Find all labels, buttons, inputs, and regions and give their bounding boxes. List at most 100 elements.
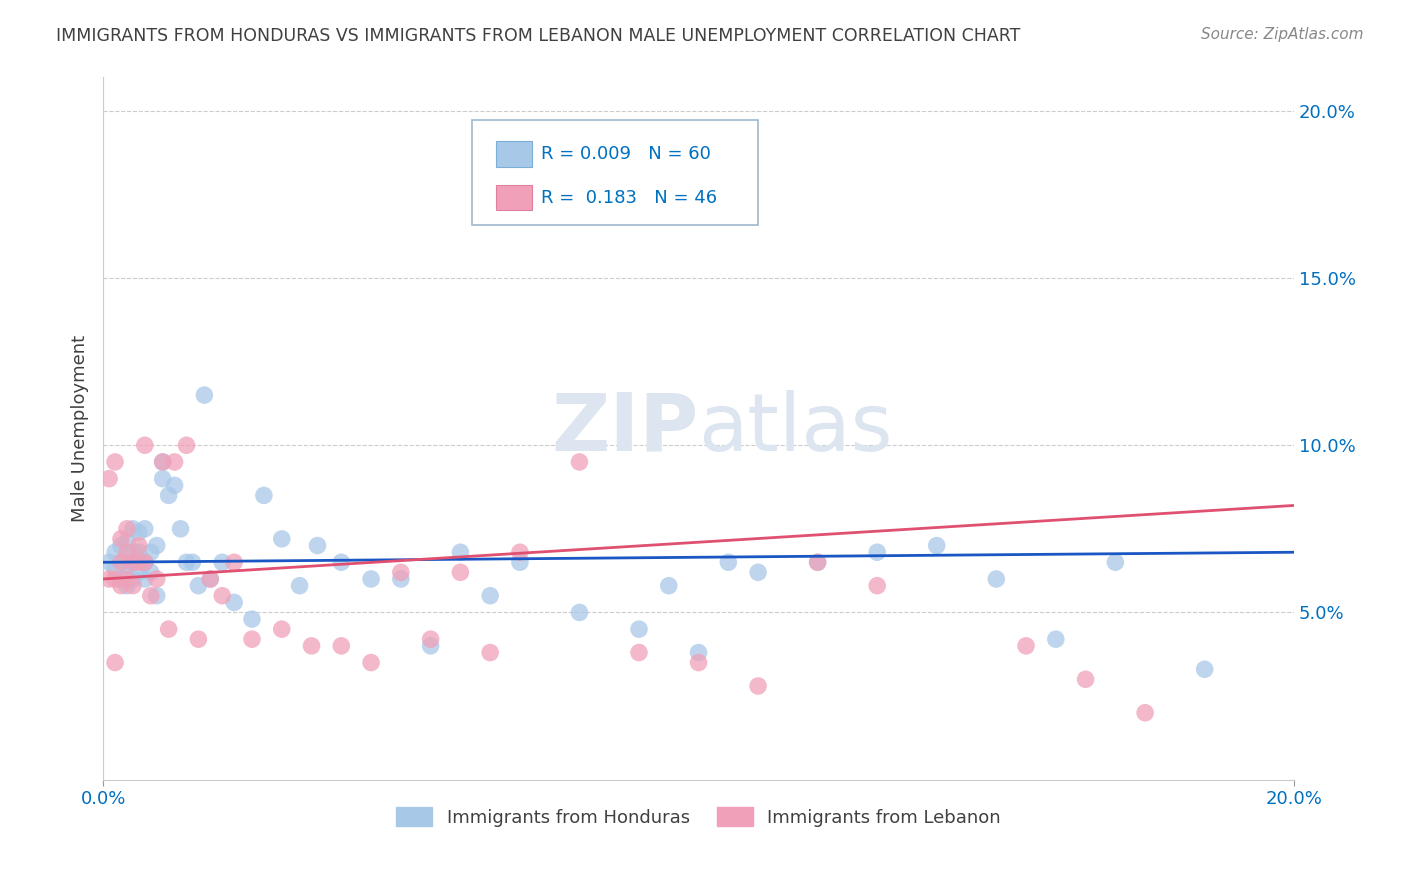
Point xyxy=(152,455,174,469)
Point xyxy=(360,656,382,670)
Point xyxy=(866,545,889,559)
Point xyxy=(128,545,150,559)
Point xyxy=(139,566,162,580)
Point xyxy=(389,572,412,586)
Point xyxy=(157,488,180,502)
Point xyxy=(122,579,145,593)
Point xyxy=(253,488,276,502)
Point xyxy=(115,579,138,593)
Point xyxy=(110,572,132,586)
Point xyxy=(115,558,138,573)
Point xyxy=(270,622,292,636)
Point xyxy=(688,656,710,670)
Point xyxy=(176,438,198,452)
Point xyxy=(1194,662,1216,676)
Point xyxy=(986,572,1008,586)
Point xyxy=(163,455,186,469)
Point xyxy=(128,566,150,580)
Point xyxy=(134,522,156,536)
Point xyxy=(1104,555,1126,569)
Point xyxy=(139,589,162,603)
Point xyxy=(270,532,292,546)
Point xyxy=(479,589,502,603)
Point xyxy=(104,455,127,469)
Point xyxy=(134,572,156,586)
Point xyxy=(157,622,180,636)
Point xyxy=(152,472,174,486)
Point xyxy=(145,539,167,553)
Point xyxy=(627,622,650,636)
Text: R =  0.183   N = 46: R = 0.183 N = 46 xyxy=(541,189,717,207)
Point xyxy=(110,555,132,569)
Point xyxy=(1045,632,1067,647)
Point xyxy=(110,579,132,593)
Point xyxy=(98,555,121,569)
Point xyxy=(181,555,204,569)
Point xyxy=(240,632,263,647)
Point xyxy=(479,646,502,660)
Point xyxy=(122,572,145,586)
Point xyxy=(128,525,150,540)
Point xyxy=(115,572,138,586)
Point xyxy=(747,679,769,693)
Point xyxy=(1074,673,1097,687)
Point xyxy=(134,555,156,569)
Point xyxy=(747,566,769,580)
Point xyxy=(115,535,138,549)
FancyBboxPatch shape xyxy=(496,186,531,211)
Point xyxy=(717,555,740,569)
Point xyxy=(145,589,167,603)
Point xyxy=(122,555,145,569)
Point xyxy=(419,632,441,647)
Y-axis label: Male Unemployment: Male Unemployment xyxy=(72,335,89,522)
Point xyxy=(389,566,412,580)
Point xyxy=(301,639,323,653)
Point xyxy=(866,579,889,593)
Point xyxy=(98,472,121,486)
Point xyxy=(193,388,215,402)
Point xyxy=(688,646,710,660)
Point xyxy=(658,579,681,593)
Point xyxy=(224,595,246,609)
Text: R = 0.009   N = 60: R = 0.009 N = 60 xyxy=(541,145,711,163)
Point xyxy=(134,555,156,569)
Point xyxy=(568,455,591,469)
FancyBboxPatch shape xyxy=(472,120,758,225)
Point xyxy=(128,539,150,553)
Point xyxy=(568,606,591,620)
Point xyxy=(152,455,174,469)
Point xyxy=(419,639,441,653)
Text: IMMIGRANTS FROM HONDURAS VS IMMIGRANTS FROM LEBANON MALE UNEMPLOYMENT CORRELATIO: IMMIGRANTS FROM HONDURAS VS IMMIGRANTS F… xyxy=(56,27,1021,45)
Point xyxy=(200,572,222,586)
Point xyxy=(449,566,471,580)
Point xyxy=(176,555,198,569)
Point xyxy=(807,555,830,569)
Point xyxy=(925,539,948,553)
Point xyxy=(330,555,353,569)
Point xyxy=(211,555,233,569)
Text: Source: ZipAtlas.com: Source: ZipAtlas.com xyxy=(1201,27,1364,42)
Point xyxy=(104,562,127,576)
Point xyxy=(288,579,311,593)
Point xyxy=(115,545,138,559)
Point xyxy=(145,572,167,586)
Text: ZIP: ZIP xyxy=(551,390,699,467)
Point xyxy=(104,572,127,586)
Point xyxy=(187,632,209,647)
Point xyxy=(104,656,127,670)
Point xyxy=(211,589,233,603)
Point xyxy=(627,646,650,660)
Point xyxy=(122,545,145,559)
Point xyxy=(449,545,471,559)
Point xyxy=(134,438,156,452)
Point xyxy=(104,545,127,559)
Point xyxy=(807,555,830,569)
Point xyxy=(98,572,121,586)
Point xyxy=(224,555,246,569)
FancyBboxPatch shape xyxy=(496,141,531,167)
Point xyxy=(163,478,186,492)
Point xyxy=(200,572,222,586)
Point xyxy=(115,522,138,536)
Legend: Immigrants from Honduras, Immigrants from Lebanon: Immigrants from Honduras, Immigrants fro… xyxy=(389,800,1008,834)
Point xyxy=(110,555,132,569)
